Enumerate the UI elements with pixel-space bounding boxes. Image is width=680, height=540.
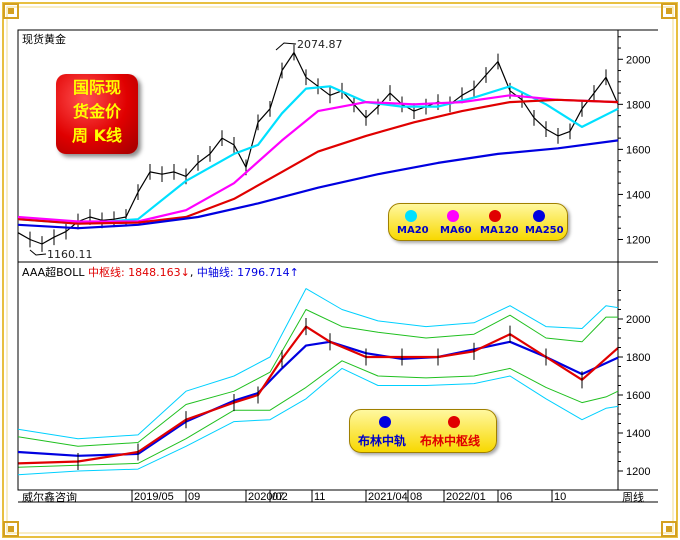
- corner-ornament-bl: [3, 521, 19, 537]
- x-tick-label: 2020/02: [248, 491, 288, 503]
- ma250-dot-icon: [533, 210, 545, 222]
- boll-pivot-dot-icon: [448, 416, 460, 428]
- ma60-dot-icon: [447, 210, 459, 222]
- rail-value-label: 中轴线: 1796.714: [196, 266, 290, 279]
- x-tick-label: 2022/01: [446, 491, 486, 503]
- series-line-ma250: [17, 139, 619, 230]
- badge-line: 国际现: [72, 78, 121, 97]
- source-label: 威尔鑫咨询: [22, 491, 77, 504]
- badge-line: 货金价: [72, 102, 121, 121]
- corner-ornament-br: [661, 521, 677, 537]
- header-separator: ,: [189, 266, 194, 279]
- up-arrow-icon: ↑: [289, 266, 299, 279]
- gold-inner-border: [6, 6, 674, 534]
- ma20-label: MA20: [397, 225, 429, 236]
- x-tick-label: 08: [410, 491, 422, 503]
- top-plot: [17, 44, 619, 252]
- series-line-lower-green: [17, 360, 619, 468]
- corner-ornament-tr: [661, 3, 677, 19]
- bottom-y-tick-label: 1800: [626, 352, 650, 364]
- x-tick-label: 10: [554, 491, 566, 503]
- ma120-dot-icon: [489, 210, 501, 222]
- bottom-plot: [17, 288, 619, 476]
- ma120-label: MA120: [480, 225, 519, 236]
- series-line-布林中轨: [17, 340, 619, 457]
- x-tick-label: 2021/04: [368, 491, 408, 503]
- top-y-tick-label: 1600: [626, 144, 650, 156]
- series-line-ma20: [17, 85, 619, 225]
- boll-legend: 布林中轨 布林中枢线: [349, 409, 497, 453]
- ma20-dot-icon: [405, 210, 417, 222]
- boll-pivot-label: 布林中枢线: [420, 434, 481, 448]
- bottom-y-tick-label: 2000: [626, 314, 650, 326]
- boll-mid-dot-icon: [379, 416, 391, 428]
- mid-value-label: 中枢线: 1848.163: [87, 266, 181, 279]
- series-line-upper-cyan: [17, 288, 619, 440]
- series-line-布林中枢线: [17, 325, 619, 465]
- bottom-y-tick-label: 1200: [626, 466, 650, 478]
- down-arrow-icon: ↓: [180, 266, 190, 279]
- series-line-ma120: [17, 98, 619, 225]
- ma60-label: MA60: [440, 225, 472, 236]
- series-line-upper-green: [17, 309, 618, 447]
- x-tick-label: 07: [272, 491, 284, 503]
- ma-legend: MA20 MA60 MA120 MA250: [388, 203, 568, 241]
- low-annotation-leader: [29, 249, 47, 256]
- high-annotation: 2074.87: [297, 38, 343, 51]
- top-y-tick-label: 1800: [626, 99, 650, 111]
- bottom-y-axis: 1200 1400 1600 1800 2000: [618, 290, 650, 478]
- top-y-axis: 1200 1400 1600 1800 2000: [618, 36, 650, 246]
- bottom-y-tick-label: 1600: [626, 390, 650, 402]
- badge-line: 周 K线: [72, 126, 122, 145]
- high-annotation-leader: [275, 42, 297, 51]
- x-tick-label: 09: [188, 491, 200, 503]
- title-badge: 国际现 货金价 周 K线: [56, 74, 138, 154]
- boll-mid-label: 布林中轨: [358, 434, 407, 448]
- low-annotation: 1160.11: [47, 248, 93, 261]
- top-y-tick-label: 2000: [626, 54, 650, 66]
- x-tick-label: 06: [500, 491, 512, 503]
- series-line-lower-cyan: [17, 367, 619, 476]
- bottom-y-tick-label: 1400: [626, 428, 650, 440]
- indicator-name: AAA超BOLL: [22, 266, 85, 279]
- top-y-tick-label: 1400: [626, 189, 650, 201]
- x-tick-label: 2019/05: [134, 491, 174, 503]
- ma250-label: MA250: [525, 225, 564, 236]
- top-y-tick-label: 1200: [626, 234, 650, 246]
- period-label: 周线: [622, 491, 644, 504]
- corner-ornament-tl: [3, 3, 19, 19]
- chart-title: 现货黄金: [22, 33, 66, 46]
- indicator-header: AAA超BOLL 中枢线: 1848.163↓, 中轴线: 1796.714↑: [22, 266, 299, 279]
- x-tick-label: 11: [314, 491, 325, 503]
